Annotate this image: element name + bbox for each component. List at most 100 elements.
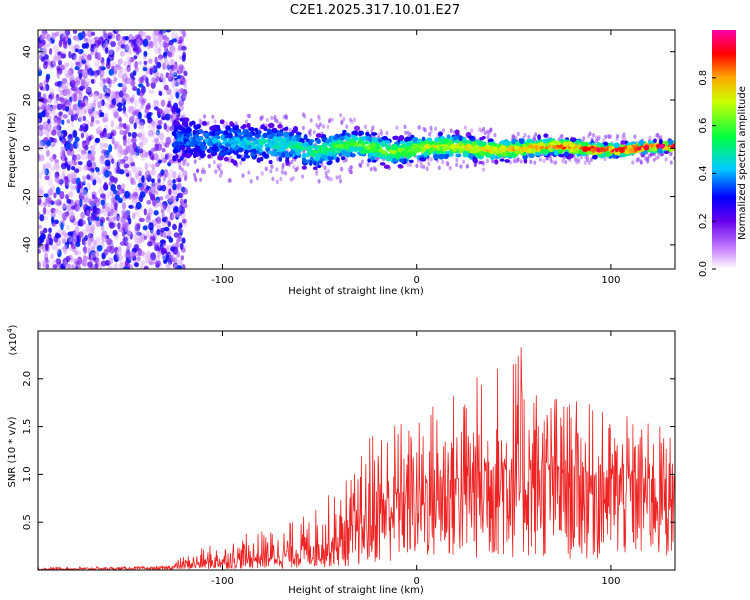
spectrogram-signal-dot bbox=[464, 151, 469, 157]
spectrogram-signal-dot bbox=[211, 125, 217, 130]
spectrogram-halo-dot bbox=[275, 167, 279, 172]
spectrogram-noise-dot bbox=[173, 63, 178, 72]
spectrogram-noise-dot bbox=[143, 60, 148, 65]
spectrogram-signal-dot bbox=[257, 130, 262, 135]
spectrogram-halo-dot bbox=[592, 133, 596, 138]
spectrogram-noise-dot bbox=[166, 187, 170, 196]
spectrogram-noise-dot bbox=[133, 195, 140, 204]
spectrogram-noise-dot bbox=[177, 44, 183, 51]
spectrogram-noise-dot bbox=[164, 34, 168, 43]
spectrogram-noise-dot bbox=[173, 71, 178, 78]
spectrogram-halo-dot bbox=[366, 162, 370, 167]
spectrogram-noise-dot bbox=[107, 153, 112, 161]
spectrogram-halo-dot bbox=[523, 132, 527, 138]
spectrogram-noise-dot bbox=[66, 263, 72, 269]
spectrogram-noise-dot bbox=[75, 241, 81, 248]
spectrogram-signal-dot bbox=[419, 143, 424, 147]
spectrogram-noise-dot bbox=[179, 30, 185, 35]
spectrogram-signal-dot bbox=[344, 151, 351, 158]
spectrogram-signal-dot bbox=[455, 153, 462, 158]
spectrogram-halo-dot bbox=[597, 135, 601, 140]
spectrogram-noise-dot bbox=[163, 204, 167, 210]
spectrogram-signal-dot bbox=[264, 143, 269, 148]
spectrogram-noise-dot bbox=[104, 92, 111, 99]
spectrogram-noise-dot bbox=[115, 94, 119, 102]
spectrogram-halo-dot bbox=[327, 118, 331, 124]
spectrogram-signal-dot bbox=[177, 158, 182, 163]
spectrogram-signal-dot bbox=[185, 147, 192, 152]
spectrogram-noise-dot bbox=[38, 140, 42, 148]
spectrogram-noise-dot bbox=[50, 216, 55, 224]
spectrogram-noise-dot bbox=[147, 163, 152, 168]
spectrogram-signal-dot bbox=[480, 141, 485, 146]
spectrogram-noise-dot bbox=[155, 199, 162, 207]
spectrogram-noise-dot bbox=[97, 92, 103, 100]
spectrogram-halo-dot bbox=[323, 165, 327, 171]
spectrogram-noise-dot bbox=[137, 182, 143, 188]
spectrogram-noise-dot bbox=[99, 208, 106, 214]
spectrogram-halo-dot bbox=[573, 157, 577, 162]
spectrogram-signal-dot bbox=[325, 138, 331, 144]
spectrogram-signal-dot bbox=[537, 142, 543, 147]
spectrogram-noise-dot bbox=[114, 194, 120, 201]
spectrogram-noise-dot bbox=[57, 123, 61, 130]
spectrogram-noise-dot bbox=[83, 240, 87, 247]
spectrogram-noise-dot bbox=[55, 199, 61, 207]
spectrogram-noise-dot bbox=[178, 64, 184, 70]
spectrogram-noise-dot bbox=[78, 73, 83, 80]
spectrogram-halo-dot bbox=[288, 128, 292, 133]
spectrogram-noise-dot bbox=[57, 249, 62, 258]
spectrogram-signal-dot bbox=[211, 145, 218, 152]
spectrogram-noise-dot bbox=[84, 99, 89, 106]
spectrogram-noise-dot bbox=[117, 185, 122, 192]
spectrogram-noise-dot bbox=[131, 94, 135, 102]
spectrogram-noise-dot bbox=[161, 147, 166, 153]
spectrogram-signal-dot bbox=[357, 146, 363, 152]
spectrogram-noise-dot bbox=[148, 58, 153, 65]
spectrogram-noise-dot bbox=[157, 34, 163, 43]
spectrogram-signal-dot bbox=[267, 122, 275, 129]
spectrogram-signal-dot bbox=[230, 158, 235, 164]
spectrogram-halo-dot bbox=[669, 152, 673, 157]
spectrogram-signal-dot bbox=[192, 152, 197, 159]
spectrogram-halo-dot bbox=[261, 115, 265, 120]
spectrogram-halo-dot bbox=[441, 159, 445, 165]
spectrogram-signal-dot bbox=[428, 147, 434, 154]
spectrogram-noise-dot bbox=[132, 142, 137, 151]
spectrogram-noise-dot bbox=[64, 176, 68, 185]
spectrogram-noise-dot bbox=[158, 91, 163, 97]
spectrogram-noise-dot bbox=[55, 258, 62, 265]
spectrogram-noise-dot bbox=[97, 52, 102, 59]
snr-y-tick-label: 2.0 bbox=[22, 371, 33, 387]
spectrogram-noise-dot bbox=[86, 160, 92, 168]
spectrogram-noise-dot bbox=[138, 121, 145, 130]
spectrogram-noise-dot bbox=[171, 31, 175, 40]
spectrogram-noise-dot bbox=[65, 30, 69, 35]
spectrogram-signal-dot bbox=[194, 145, 201, 152]
spectrogram-halo-dot bbox=[533, 160, 537, 165]
spectrogram-halo-dot bbox=[194, 178, 198, 183]
spectrogram-signal-dot bbox=[424, 143, 431, 150]
spectrogram-noise-dot bbox=[167, 262, 172, 269]
spectrogram-noise-dot bbox=[83, 33, 87, 38]
spectrogram-noise-dot bbox=[94, 60, 100, 68]
spectrogram-noise-dot bbox=[171, 196, 177, 201]
spectrogram-noise-dot bbox=[139, 141, 144, 148]
spectrogram-noise-dot bbox=[136, 166, 143, 175]
spectrogram-signal-dot bbox=[586, 151, 593, 155]
spectrogram-noise-dot bbox=[173, 232, 180, 238]
spectrogram-halo-dot bbox=[360, 159, 364, 165]
spectrogram-signal-dot bbox=[407, 154, 411, 159]
spectrogram-noise-dot bbox=[87, 240, 92, 246]
spectrogram-noise-dot bbox=[64, 82, 70, 87]
spectrogram-signal-dot bbox=[198, 129, 204, 134]
spectrogram-noise-dot bbox=[66, 237, 73, 245]
spectrogram-noise-dot bbox=[129, 157, 135, 164]
spectrogram-noise-dot bbox=[122, 87, 127, 96]
spectrogram-halo-dot bbox=[222, 123, 226, 128]
spectrogram-signal-dot bbox=[492, 145, 498, 151]
spectrogram-noise-dot bbox=[143, 55, 147, 60]
spectrogram-signal-dot bbox=[379, 162, 386, 166]
spectrogram-noise-dot bbox=[50, 104, 57, 111]
spectrogram-halo-dot bbox=[371, 125, 375, 130]
